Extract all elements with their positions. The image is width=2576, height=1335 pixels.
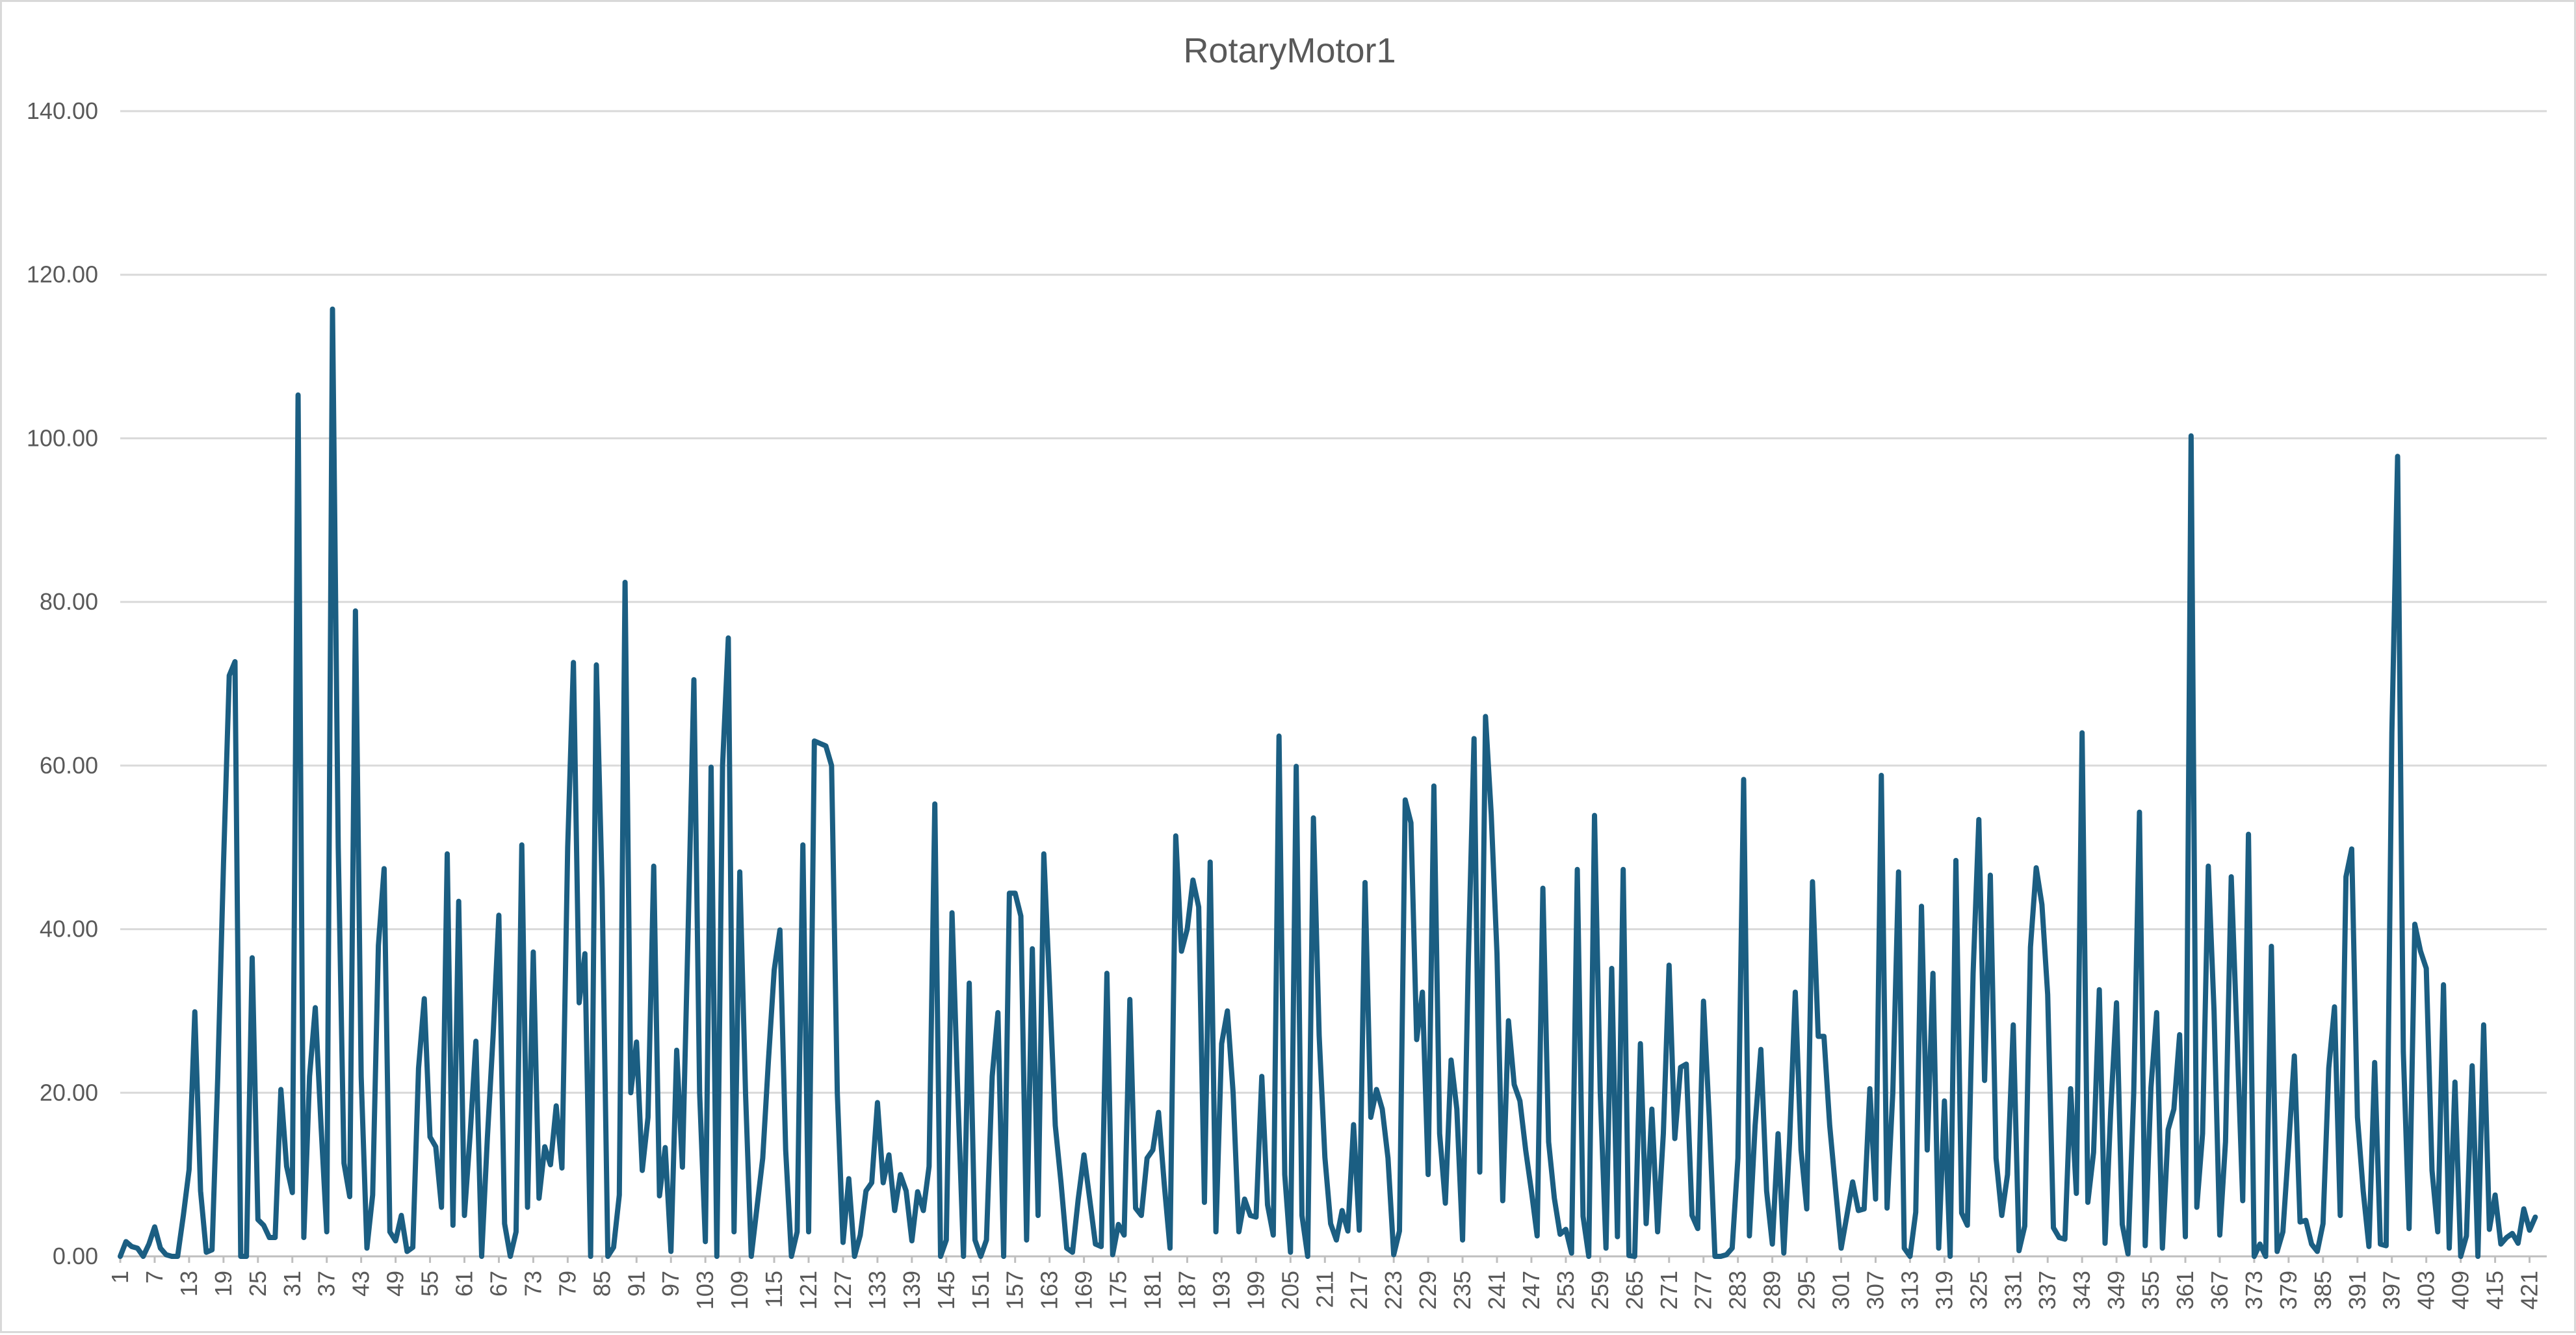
x-tick-label: 1 xyxy=(107,1271,133,1284)
series-line xyxy=(118,306,2538,1259)
y-tick-label: 40.00 xyxy=(40,916,98,942)
x-tick-label: 121 xyxy=(795,1271,822,1310)
x-tick-label: 277 xyxy=(1690,1271,1717,1310)
x-tick-label: 373 xyxy=(2241,1271,2267,1310)
x-tick-label: 223 xyxy=(1380,1271,1407,1310)
x-tick-label: 67 xyxy=(485,1271,512,1297)
x-tick-label: 139 xyxy=(898,1271,925,1310)
x-tick-label: 355 xyxy=(2137,1271,2164,1310)
x-tick-label: 43 xyxy=(348,1271,374,1297)
x-tick-label: 367 xyxy=(2206,1271,2233,1310)
x-tick-label: 49 xyxy=(382,1271,409,1297)
x-tick-label: 349 xyxy=(2103,1271,2129,1310)
x-tick-label: 13 xyxy=(176,1271,202,1297)
x-tick-label: 283 xyxy=(1724,1271,1751,1310)
x-tick-label: 313 xyxy=(1896,1271,1923,1310)
x-tick-label: 211 xyxy=(1311,1271,1338,1308)
x-tick-label: 85 xyxy=(588,1271,615,1297)
x-tick-label: 379 xyxy=(2275,1271,2302,1310)
x-tick-label: 397 xyxy=(2378,1271,2405,1310)
x-tick-label: 115 xyxy=(761,1271,787,1308)
x-tick-label: 337 xyxy=(2034,1271,2061,1310)
x-tick-label: 301 xyxy=(1828,1271,1854,1310)
x-tick-label: 331 xyxy=(1999,1271,2026,1310)
x-tick-label: 31 xyxy=(279,1271,306,1297)
x-tick-label: 145 xyxy=(933,1271,959,1310)
x-tick-label: 79 xyxy=(554,1271,580,1297)
x-tick-label: 325 xyxy=(1965,1271,1992,1310)
x-tick-label: 169 xyxy=(1071,1271,1097,1310)
x-tick-label: 133 xyxy=(864,1271,891,1310)
x-tick-label: 55 xyxy=(417,1271,443,1297)
x-tick-label: 97 xyxy=(657,1271,684,1297)
y-axis-tick-labels: 0.00 20.00 40.00 60.00 80.00 100.00 120.00 140.… xyxy=(27,97,98,1269)
y-tick-label: 80.00 xyxy=(40,588,98,615)
series-layer xyxy=(118,306,2538,1259)
y-tick-label: 60.00 xyxy=(40,752,98,779)
x-tick-label: 91 xyxy=(623,1271,649,1297)
x-tick-label: 103 xyxy=(692,1271,718,1310)
x-tick-label: 289 xyxy=(1759,1271,1786,1310)
x-tick-label: 187 xyxy=(1173,1271,1200,1310)
x-tick-label: 151 xyxy=(967,1271,994,1310)
x-tick-label: 391 xyxy=(2344,1271,2371,1310)
x-tick-label: 403 xyxy=(2413,1271,2439,1310)
x-tick-label: 193 xyxy=(1208,1271,1234,1310)
y-tick-label: 100.00 xyxy=(27,424,98,451)
x-axis-tick-labels: 1 7 13 19 25 31 37 43 49 55 61 67 73 79 85 91 97 103 109 11… xyxy=(107,1271,2543,1310)
x-tick-label: 385 xyxy=(2309,1271,2336,1310)
x-tick-label: 265 xyxy=(1621,1271,1648,1310)
y-tick-label: 20.00 xyxy=(40,1079,98,1106)
x-tick-label: 361 xyxy=(2172,1271,2198,1310)
x-tick-label: 241 xyxy=(1483,1271,1510,1310)
x-tick-label: 25 xyxy=(244,1271,271,1297)
x-tick-label: 61 xyxy=(451,1271,478,1297)
x-tick-label: 127 xyxy=(829,1271,856,1310)
x-tick-label: 271 xyxy=(1656,1271,1682,1310)
x-tick-label: 157 xyxy=(1002,1271,1028,1310)
x-tick-label: 205 xyxy=(1277,1271,1303,1310)
x-tick-label: 253 xyxy=(1552,1271,1579,1310)
x-tick-label: 109 xyxy=(726,1271,753,1310)
x-tick-label: 175 xyxy=(1105,1271,1132,1310)
y-tick-label: 120.00 xyxy=(27,261,98,288)
x-tick-label: 343 xyxy=(2068,1271,2095,1310)
x-tick-label: 163 xyxy=(1036,1271,1063,1310)
x-tick-label: 7 xyxy=(141,1271,168,1284)
x-tick-label: 181 xyxy=(1139,1271,1166,1310)
x-tick-label: 199 xyxy=(1242,1271,1269,1310)
x-tick-label: 73 xyxy=(519,1271,546,1297)
x-tick-label: 421 xyxy=(2516,1271,2543,1310)
x-tick-label: 37 xyxy=(313,1271,340,1297)
x-tick-label: 247 xyxy=(1518,1271,1544,1310)
x-tick-label: 295 xyxy=(1793,1271,1820,1310)
y-tick-label: 0.00 xyxy=(53,1243,98,1269)
x-tick-label: 259 xyxy=(1587,1271,1613,1310)
x-axis xyxy=(119,1255,2547,1263)
x-tick-label: 19 xyxy=(210,1271,237,1297)
x-tick-label: 415 xyxy=(2482,1271,2508,1310)
x-tick-label: 307 xyxy=(1862,1271,1888,1310)
x-tick-label: 409 xyxy=(2447,1271,2474,1310)
y-tick-label: 140.00 xyxy=(27,97,98,124)
y-gridlines xyxy=(120,110,2547,1094)
x-tick-label: 217 xyxy=(1346,1271,1372,1310)
x-tick-label: 235 xyxy=(1449,1271,1476,1310)
x-tick-label: 319 xyxy=(1931,1271,1957,1310)
x-tick-label: 229 xyxy=(1414,1271,1441,1310)
chart-title: RotaryMotor1 xyxy=(1183,31,1396,70)
